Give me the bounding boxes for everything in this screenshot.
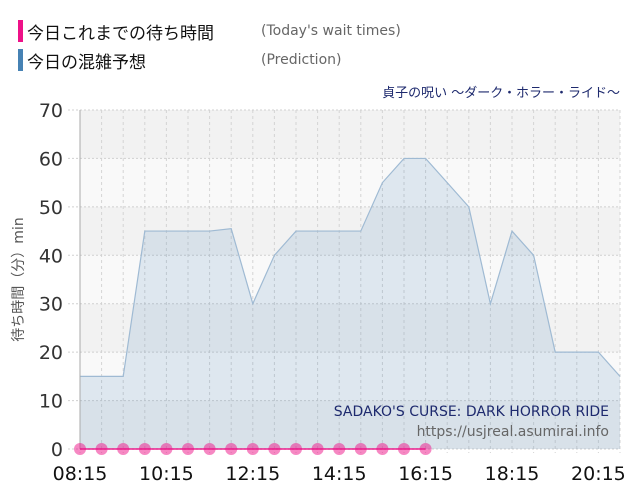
- x-tick-label: 12:15: [225, 463, 280, 485]
- y-tick-label: 70: [39, 100, 63, 122]
- plot-band: [80, 158, 620, 207]
- y-tick-label: 40: [39, 245, 63, 267]
- actual-point: [160, 443, 173, 455]
- actual-point: [398, 443, 410, 455]
- actual-point: [74, 443, 86, 455]
- x-tick-label: 14:15: [312, 463, 367, 485]
- x-tick-label: 16:15: [398, 463, 453, 485]
- actual-point: [333, 443, 346, 455]
- actual-point: [246, 443, 259, 455]
- legend-label-en: (Prediction): [261, 52, 342, 68]
- legend-label-jp: 今日これまでの待ち時間: [27, 23, 214, 44]
- prediction-area: [80, 158, 620, 449]
- y-tick-label: 50: [39, 197, 63, 219]
- ride-name-jp: 貞子の呪い ～ダーク・ホラー・ライド～: [382, 86, 620, 101]
- plot-band: [80, 110, 620, 159]
- actual-point: [290, 443, 302, 455]
- actual-point: [182, 443, 194, 455]
- y-tick-label: 20: [39, 342, 63, 364]
- actual-point: [117, 443, 130, 455]
- actual-point: [203, 443, 216, 455]
- legend-swatch-prediction: [18, 49, 23, 71]
- ride-name-en: SADAKO'S CURSE: DARK HORROR RIDE: [334, 404, 609, 420]
- y-tick-label: 0: [51, 439, 63, 461]
- plot-band: [80, 400, 620, 449]
- legend-item-actual: 今日これまでの待ち時間 (Today's wait times): [18, 19, 401, 44]
- x-tick-label: 10:15: [139, 463, 194, 485]
- actual-point: [225, 443, 238, 455]
- legend-swatch-actual: [18, 20, 23, 42]
- actual-point: [138, 443, 151, 455]
- y-axis-label: 待ち時間（分）min: [11, 217, 27, 341]
- y-tick-label: 60: [39, 148, 63, 170]
- plot-band: [80, 352, 620, 401]
- x-tick-label: 08:15: [53, 463, 108, 485]
- x-tick-label: 20:15: [571, 463, 626, 485]
- actual-point: [376, 443, 389, 455]
- legend-label-jp: 今日の混雑予想: [27, 52, 146, 73]
- prediction-line: [80, 157, 621, 377]
- plot-band: [80, 303, 620, 353]
- y-tick-label: 10: [39, 391, 63, 413]
- plot-band: [80, 255, 620, 304]
- legend-item-prediction: 今日の混雑予想 (Prediction): [18, 48, 342, 73]
- y-tick-label: 30: [39, 294, 63, 316]
- x-tick-label: 18:15: [485, 463, 540, 485]
- actual-point: [268, 443, 281, 455]
- source-url: https://usjreal.asumirai.info: [417, 424, 609, 440]
- actual-point: [419, 443, 432, 455]
- actual-point: [354, 443, 367, 455]
- legend-label-en: (Today's wait times): [261, 23, 401, 39]
- actual-point: [311, 443, 324, 455]
- actual-point: [95, 443, 108, 455]
